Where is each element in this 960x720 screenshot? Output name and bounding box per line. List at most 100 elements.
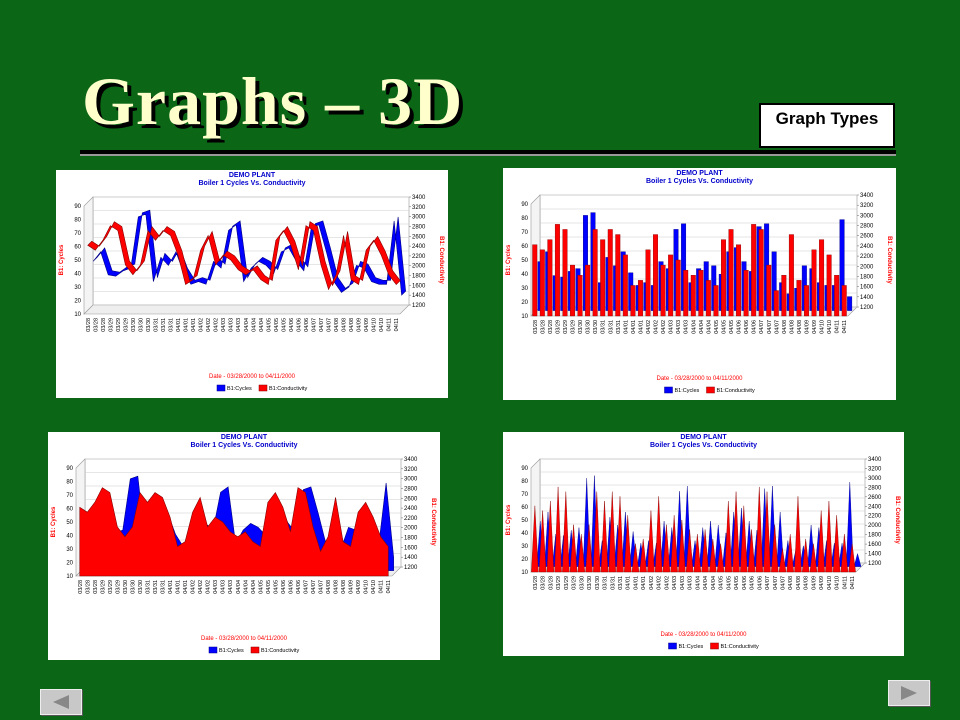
x-tick-label: 03/29 — [572, 576, 578, 590]
bar — [804, 285, 809, 317]
y2-tick-label: 2800 — [404, 486, 418, 492]
x-tick-label: 03/31 — [616, 320, 622, 334]
y2-tick-label: 3400 — [404, 457, 418, 463]
y-tick-label: 30 — [66, 547, 73, 553]
x-tick-label: 04/10 — [379, 318, 385, 332]
x-tick-label: 04/03 — [221, 318, 227, 332]
spike — [786, 534, 794, 573]
x-tick-label: 04/02 — [191, 580, 197, 594]
y2-tick-label: 1200 — [868, 561, 882, 567]
x-tick-label: 04/05 — [729, 320, 735, 334]
prev-button[interactable] — [40, 689, 82, 715]
x-tick-label: 04/08 — [342, 318, 348, 332]
y2-tick-label: 3400 — [412, 195, 426, 201]
title-rule — [80, 150, 896, 154]
x-tick-label: 03/30 — [579, 576, 585, 590]
spike — [662, 524, 671, 573]
y2-tick-label: 2400 — [860, 244, 874, 250]
graph-types-button[interactable]: Graph Types — [759, 103, 895, 148]
spike — [624, 515, 632, 573]
x-tick-label: 04/07 — [311, 318, 317, 332]
y-tick-label: 10 — [74, 312, 81, 318]
x-tick-label: 04/04 — [236, 580, 242, 594]
y-tick-label: 50 — [521, 258, 528, 264]
series-ribbon — [87, 221, 401, 291]
spike — [778, 548, 787, 573]
y2-tick-label: 2400 — [868, 504, 882, 510]
prev-icon — [53, 695, 69, 709]
x-tick-label: 04/02 — [664, 576, 670, 590]
x-tick-label: 04/05 — [274, 318, 280, 332]
y-tick-label: 60 — [521, 505, 528, 511]
x-tick-label: 04/02 — [661, 320, 667, 334]
spike — [639, 538, 647, 573]
x-tick-label: 04/06 — [296, 580, 302, 594]
x-tick-label: 04/06 — [737, 320, 743, 334]
x-tick-label: 04/06 — [750, 576, 756, 590]
bar — [819, 239, 825, 317]
x-tick-label: 04/02 — [198, 580, 204, 594]
chart-title: DEMO PLANT — [229, 172, 276, 179]
bar — [637, 280, 643, 317]
bar — [562, 229, 568, 317]
x-tick-label: 04/11 — [379, 580, 385, 593]
x-tick-label: 04/04 — [711, 576, 717, 590]
x-tick-label: 04/05 — [281, 318, 287, 332]
floor — [83, 304, 410, 315]
x-tick-label: 04/01 — [641, 576, 647, 590]
x-tick-label: 04/05 — [273, 580, 279, 594]
spike — [654, 496, 663, 573]
spike — [740, 505, 748, 573]
bar — [668, 254, 674, 317]
x-tick-label: 04/07 — [311, 580, 317, 594]
legend-swatch — [706, 386, 715, 394]
x-tick-label: 04/02 — [649, 576, 655, 590]
bar — [645, 249, 651, 317]
chart-panel: DEMO PLANT Boiler 1 Cycles Vs. Conductivi… — [56, 170, 448, 398]
bar — [539, 249, 545, 317]
next-button[interactable] — [888, 680, 930, 706]
x-tick-label: 04/05 — [721, 320, 727, 334]
spike — [724, 501, 733, 573]
chart-panel: DEMO PLANT Boiler 1 Cycles Vs. Conductivi… — [48, 432, 440, 660]
y-tick-label: 80 — [74, 218, 81, 224]
spike — [817, 510, 825, 573]
bar — [690, 275, 696, 317]
x-tick-label: 04/10 — [835, 576, 841, 590]
x-tick-label: 04/05 — [719, 576, 725, 590]
y-tick-label: 80 — [521, 479, 528, 485]
y2-tick-label: 3000 — [412, 215, 426, 221]
legend-swatch — [250, 646, 260, 654]
spike — [716, 543, 725, 573]
spike — [577, 534, 585, 573]
x-tick-label: 04/07 — [319, 318, 325, 332]
y-tick-label: 30 — [521, 286, 528, 292]
x-tick-label: 04/09 — [812, 320, 818, 334]
x-tick-label: 03/30 — [595, 576, 601, 590]
spike — [763, 491, 771, 573]
x-tick-label: 03/30 — [131, 318, 137, 332]
legend-swatch — [258, 384, 268, 392]
x-tick-label: 04/10 — [364, 580, 370, 594]
x-tick-label: 04/08 — [334, 318, 340, 332]
x-axis-label: Date - 03/28/2000 to 04/11/2000 — [201, 636, 288, 642]
x-tick-label: 04/07 — [319, 580, 325, 594]
bar — [653, 234, 658, 317]
x-tick-label: 03/29 — [571, 320, 577, 334]
y2-tick-label: 2000 — [860, 264, 874, 270]
bar — [841, 285, 847, 317]
x-tick-label: 04/05 — [258, 580, 264, 594]
x-tick-label: 04/05 — [726, 576, 732, 590]
y-tick-label: 50 — [74, 258, 81, 264]
x-tick-label: 04/09 — [364, 318, 370, 332]
x-tick-label: 03/31 — [608, 320, 614, 334]
x-tick-label: 03/30 — [138, 318, 144, 332]
x-tick-label: 03/31 — [169, 318, 175, 332]
bar — [743, 269, 749, 317]
x-tick-label: 04/06 — [281, 580, 287, 594]
y-tick-label: 50 — [521, 518, 528, 524]
y-tick-label: 10 — [521, 570, 528, 576]
bar — [728, 229, 734, 317]
x-tick-label: 04/05 — [266, 318, 272, 332]
